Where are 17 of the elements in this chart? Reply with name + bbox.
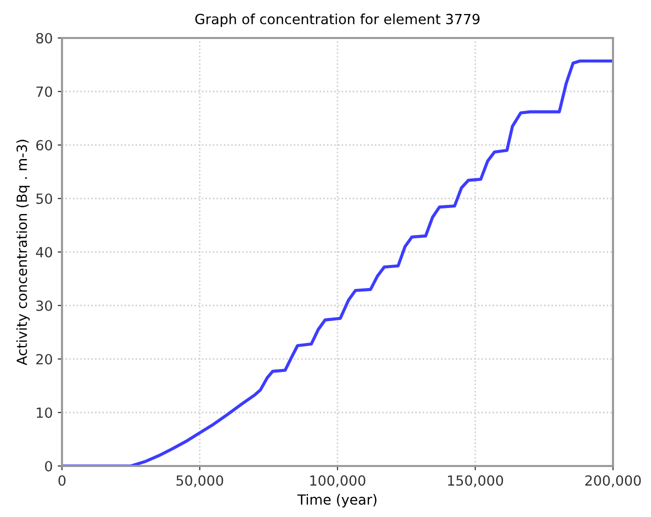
x-axis-title: Time (year) bbox=[297, 494, 376, 508]
x-tick-label: 200,000 bbox=[585, 475, 641, 488]
y-tick-label: 0 bbox=[45, 460, 52, 472]
chart-title: Graph of concentration for element 3779 bbox=[195, 14, 480, 27]
y-tick-label: 40 bbox=[36, 246, 52, 258]
y-tick-label: 20 bbox=[36, 354, 52, 364]
x-tick-label: 0 bbox=[58, 475, 66, 486]
y-tick-label: 50 bbox=[36, 193, 52, 204]
y-tick-label: 70 bbox=[36, 86, 52, 97]
x-tick-label: 100,000 bbox=[310, 475, 366, 488]
y-axis-title: Activity concentration (Bq . m-3) bbox=[16, 140, 30, 366]
x-tick-label: 50,000 bbox=[176, 475, 224, 488]
x-tick-label: 150,000 bbox=[448, 475, 504, 488]
y-tick-label: 80 bbox=[36, 32, 52, 44]
y-tick-label: 10 bbox=[36, 407, 52, 418]
y-tick-label: 60 bbox=[36, 140, 52, 150]
y-tick-label: 30 bbox=[36, 300, 52, 311]
